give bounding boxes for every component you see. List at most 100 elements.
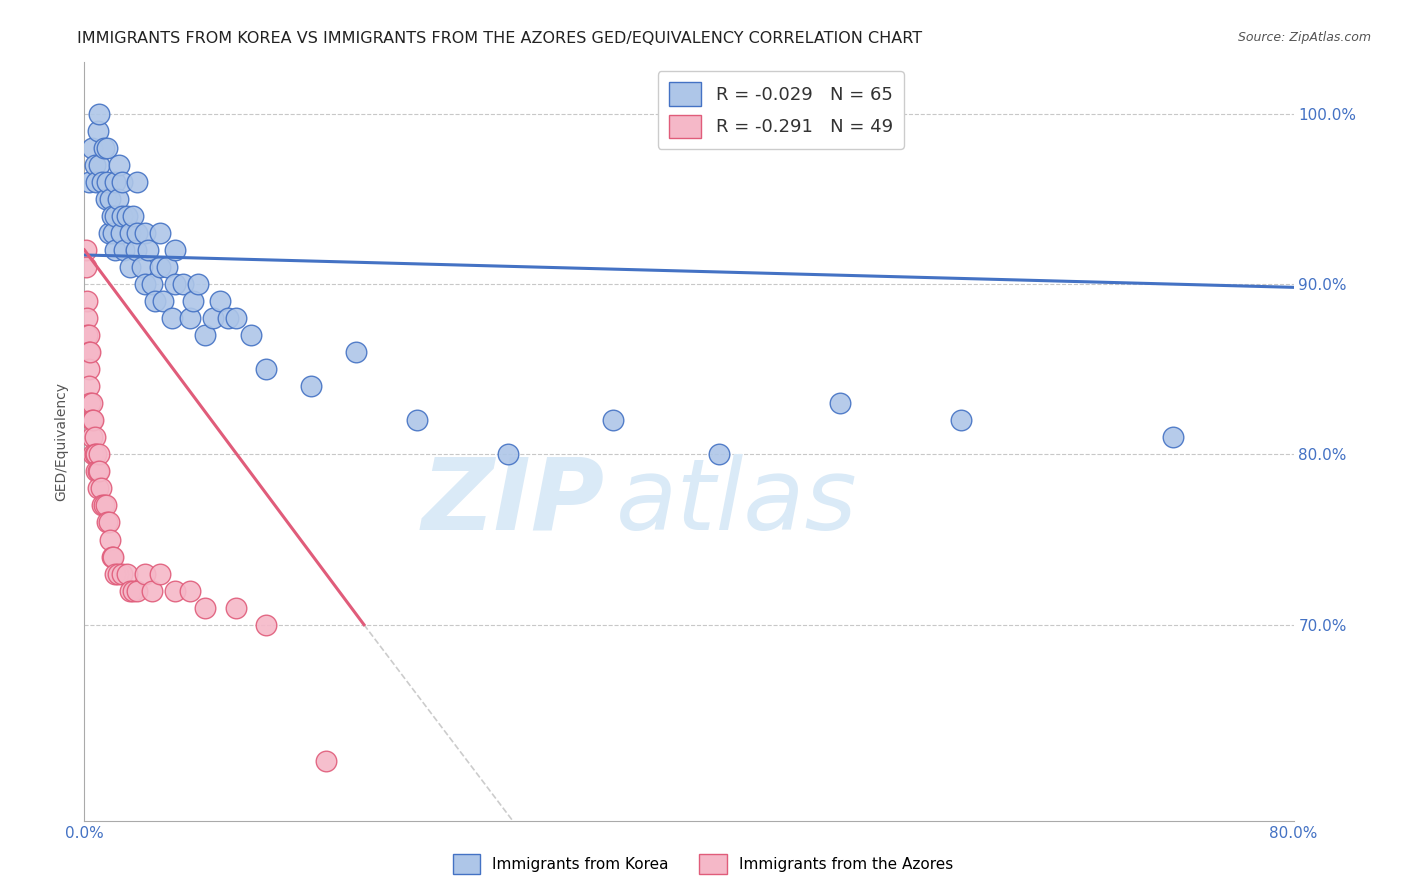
Point <box>84 447 107 461</box>
Point <box>134 277 156 291</box>
Point <box>217 311 239 326</box>
Point <box>194 328 217 343</box>
Point <box>125 243 148 257</box>
Point <box>101 226 124 240</box>
Point <box>101 549 124 564</box>
Text: Source: ZipAtlas.com: Source: ZipAtlas.com <box>1237 31 1371 45</box>
Point <box>80 413 103 427</box>
Point <box>93 141 115 155</box>
Point <box>172 277 194 291</box>
Point <box>254 362 277 376</box>
Point <box>86 464 108 478</box>
Point <box>79 396 101 410</box>
Point <box>121 583 143 598</box>
Point <box>118 583 141 598</box>
Point <box>1161 430 1184 444</box>
Point <box>134 226 156 240</box>
Point <box>80 141 103 155</box>
Point <box>209 293 232 308</box>
Point <box>179 311 201 326</box>
Point <box>131 260 153 274</box>
Legend: R = -0.029   N = 65, R = -0.291   N = 49: R = -0.029 N = 65, R = -0.291 N = 49 <box>658 71 904 149</box>
Point <box>709 447 731 461</box>
Point <box>91 175 114 189</box>
Point <box>160 311 183 326</box>
Point <box>315 754 337 768</box>
Point <box>127 226 149 240</box>
Point <box>98 192 121 206</box>
Point <box>112 243 135 257</box>
Point <box>127 583 149 598</box>
Point <box>94 499 117 513</box>
Point <box>87 123 110 137</box>
Point <box>194 600 217 615</box>
Point <box>77 328 100 343</box>
Point <box>82 413 104 427</box>
Point <box>100 209 122 223</box>
Point <box>225 600 247 615</box>
Point <box>111 209 134 223</box>
Point <box>108 158 131 172</box>
Point <box>96 141 118 155</box>
Point <box>77 345 100 359</box>
Point <box>239 328 262 343</box>
Point <box>406 413 429 427</box>
Point <box>136 243 159 257</box>
Point <box>97 226 120 240</box>
Point <box>100 549 122 564</box>
Point <box>86 175 108 189</box>
Point <box>96 175 118 189</box>
Point <box>149 260 172 274</box>
Point <box>121 209 143 223</box>
Point <box>165 243 187 257</box>
Point <box>75 243 97 257</box>
Point <box>89 464 111 478</box>
Point <box>165 583 187 598</box>
Point <box>94 192 117 206</box>
Point <box>115 209 138 223</box>
Point <box>149 566 172 581</box>
Point <box>80 430 103 444</box>
Y-axis label: GED/Equivalency: GED/Equivalency <box>55 382 69 501</box>
Point <box>299 379 322 393</box>
Point <box>89 106 111 120</box>
Point <box>141 277 163 291</box>
Point <box>950 413 973 427</box>
Point <box>118 226 141 240</box>
Point <box>254 617 277 632</box>
Point <box>201 311 224 326</box>
Point <box>77 175 100 189</box>
Point <box>134 566 156 581</box>
Point <box>77 379 100 393</box>
Point <box>76 293 98 308</box>
Point <box>76 328 98 343</box>
Point <box>110 226 132 240</box>
Point <box>93 499 115 513</box>
Point <box>89 447 111 461</box>
Point <box>830 396 852 410</box>
Point <box>104 243 127 257</box>
Point <box>80 396 103 410</box>
Point <box>87 464 110 478</box>
Point <box>141 583 163 598</box>
Point <box>225 311 247 326</box>
Point <box>156 260 179 274</box>
Point <box>107 192 129 206</box>
Point <box>118 260 141 274</box>
Text: atlas: atlas <box>616 454 858 550</box>
Point <box>602 413 624 427</box>
Point <box>77 362 100 376</box>
Point <box>104 175 127 189</box>
Text: ZIP: ZIP <box>422 454 605 550</box>
Point <box>90 482 112 496</box>
Point <box>107 566 129 581</box>
Point <box>79 345 101 359</box>
Point <box>84 158 107 172</box>
Point <box>86 447 108 461</box>
Point <box>97 516 120 530</box>
Point <box>89 158 111 172</box>
Point <box>127 175 149 189</box>
Point <box>91 499 114 513</box>
Point <box>187 277 209 291</box>
Point <box>145 293 167 308</box>
